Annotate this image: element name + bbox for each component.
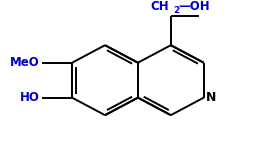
Text: MeO: MeO bbox=[10, 56, 40, 69]
Text: N: N bbox=[206, 91, 216, 104]
Text: —OH: —OH bbox=[179, 0, 211, 13]
Text: CH: CH bbox=[150, 0, 169, 13]
Text: 2: 2 bbox=[173, 6, 179, 15]
Text: HO: HO bbox=[20, 91, 40, 104]
